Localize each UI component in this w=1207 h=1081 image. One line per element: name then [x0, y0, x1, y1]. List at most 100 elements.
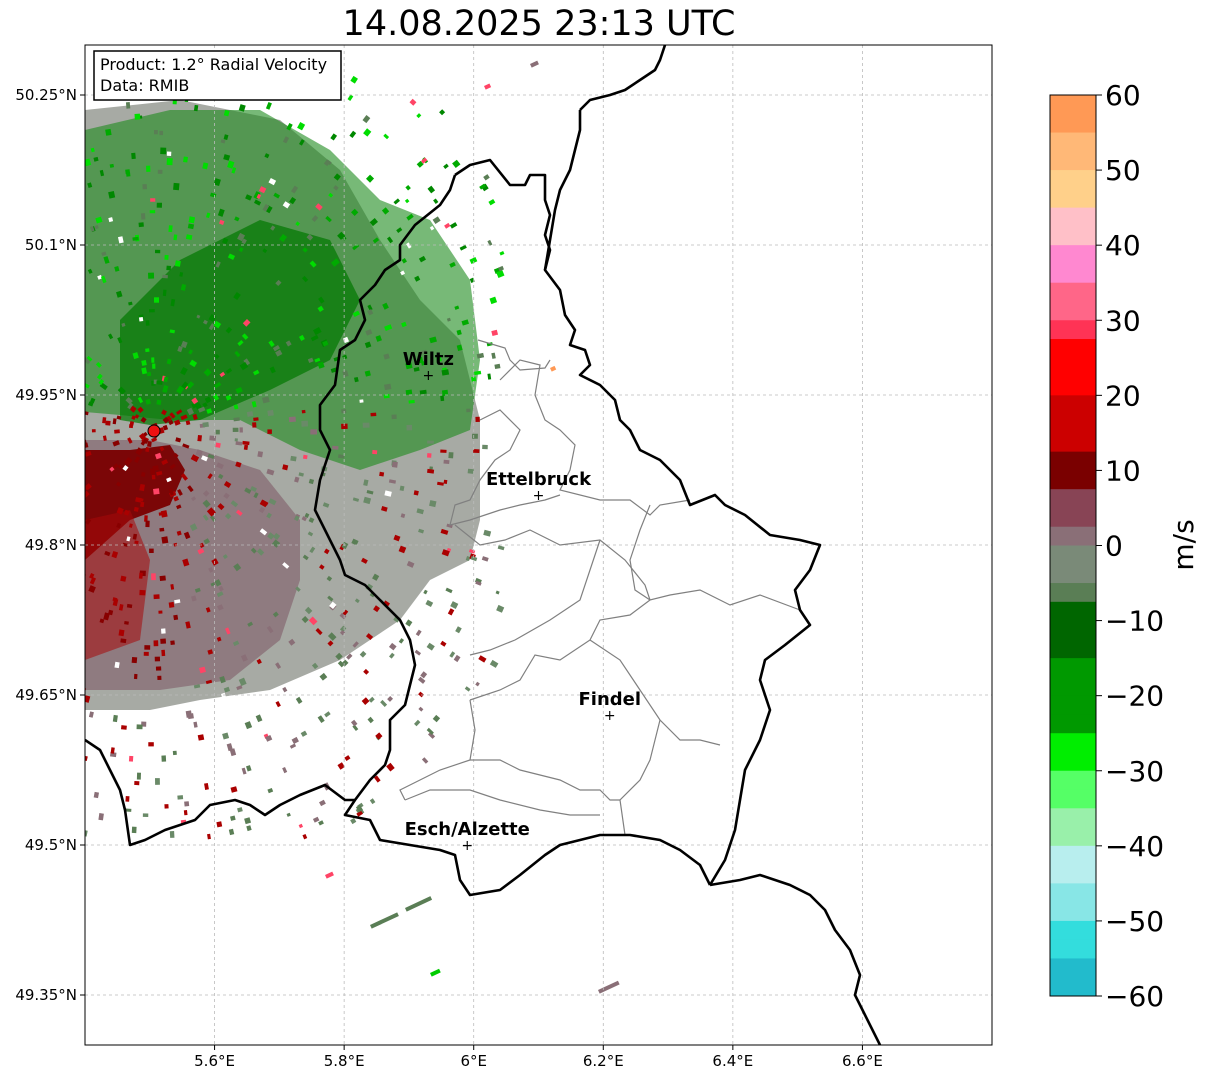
- velocity-pixel: [443, 479, 448, 485]
- velocity-pixel: [332, 445, 339, 450]
- velocity-pixel: [121, 322, 126, 327]
- velocity-pixel: [152, 363, 156, 369]
- velocity-pixel: [170, 640, 175, 645]
- velocity-pixel: [310, 334, 319, 342]
- city-marker-icon: +: [461, 838, 473, 854]
- velocity-pixel: [440, 640, 447, 647]
- colorbar-segment: [1050, 601, 1096, 622]
- velocity-pixel: [483, 174, 490, 181]
- velocity-pixel: [203, 319, 208, 325]
- city-labels: +Wiltz+Ettelbruck+Findel+Esch/Alzette: [403, 349, 641, 854]
- velocity-pixel: [448, 452, 454, 459]
- velocity-pixel: [268, 340, 275, 348]
- velocity-pixel: [183, 531, 191, 540]
- velocity-pixel: [365, 633, 374, 641]
- velocity-pixel: [389, 652, 395, 659]
- colorbar-segment: [1050, 470, 1096, 490]
- velocity-pixel: [87, 182, 93, 189]
- velocity-pixel: [275, 349, 283, 357]
- velocity-pixel: [188, 349, 193, 355]
- velocity-pixel: [151, 474, 156, 480]
- velocity-pixel: [146, 371, 152, 377]
- velocity-pixel: [153, 640, 159, 647]
- velocity-pixel: [496, 269, 505, 278]
- velocity-pixel: [315, 203, 323, 211]
- velocity-pixel: [425, 599, 434, 608]
- velocity-pixel: [117, 386, 126, 395]
- velocity-pixel: [238, 247, 244, 253]
- velocity-pixel: [131, 415, 136, 421]
- velocity-pixel: [186, 381, 195, 389]
- velocity-pixel: [98, 813, 104, 821]
- city-marker-icon: +: [422, 368, 434, 384]
- velocity-pixel: [393, 198, 400, 205]
- velocity-pixel: [217, 604, 224, 611]
- colorbar-segment: [1050, 864, 1096, 884]
- lat-tick-label: 49.5°N: [25, 836, 77, 854]
- velocity-pixel: [161, 755, 167, 762]
- velocity-pixel: [125, 396, 133, 405]
- velocity-pixel: [400, 513, 406, 518]
- velocity-pixel: [235, 386, 243, 394]
- velocity-pixel: [352, 310, 360, 318]
- velocity-pixel: [445, 587, 453, 594]
- city-ettelbruck: +Ettelbruck: [486, 469, 592, 504]
- velocity-pixel: [218, 219, 225, 225]
- velocity-pixel: [491, 352, 496, 359]
- velocity-pixel: [217, 503, 225, 511]
- velocity-pixel: [87, 268, 93, 274]
- colorbar-segment: [1050, 902, 1096, 922]
- velocity-pixel: [207, 473, 213, 480]
- velocity-pixel: [225, 368, 233, 374]
- velocity-pixel: [205, 679, 213, 685]
- velocity-pixel: [342, 609, 349, 616]
- info-product: Product: 1.2° Radial Velocity: [100, 55, 327, 74]
- colorbar-segment: [1050, 507, 1096, 528]
- velocity-pixel: [150, 198, 156, 202]
- lat-tick-label: 49.65°N: [15, 686, 77, 704]
- velocity-pixel: [335, 652, 343, 661]
- velocity-pixel: [282, 562, 290, 569]
- velocity-pixel: [194, 587, 201, 593]
- velocity-pixel: [164, 254, 169, 260]
- velocity-pixel: [440, 528, 449, 535]
- velocity-pixel: [384, 324, 393, 331]
- velocity-pixel: [137, 406, 144, 413]
- velocity-pixel: [363, 668, 370, 675]
- velocity-pixel: [235, 509, 243, 516]
- velocity-pixel: [257, 451, 264, 458]
- velocity-pixel: [439, 109, 446, 116]
- velocity-pixel: [304, 512, 310, 519]
- velocity-pixel: [112, 418, 117, 425]
- velocity-pixel: [134, 414, 140, 419]
- velocity-pixel: [298, 823, 303, 829]
- velocity-pixel: [142, 438, 149, 445]
- velocity-pixel: [302, 554, 309, 561]
- velocity-pixel: [366, 490, 374, 495]
- velocity-pixel: [286, 123, 293, 131]
- velocity-pixel: [168, 488, 174, 496]
- velocity-pixel: [95, 216, 103, 224]
- velocity-pixel: [253, 492, 259, 499]
- colorbar-tick-label: −60: [1105, 980, 1164, 1013]
- velocity-pixel: [266, 512, 272, 519]
- velocity-pixel: [142, 184, 147, 190]
- country-borders: [85, 45, 882, 1045]
- velocity-pixel: [234, 216, 240, 222]
- velocity-pixel: [176, 409, 183, 415]
- velocity-pixel: [236, 685, 243, 691]
- velocity-pixel: [94, 225, 99, 230]
- velocity-pixel: [530, 60, 539, 68]
- velocity-pixel: [413, 366, 420, 372]
- velocity-pixel: [130, 405, 137, 412]
- velocity-pixel: [418, 691, 424, 698]
- velocity-pixel: [369, 592, 375, 598]
- velocity-pixel: [302, 454, 308, 460]
- velocity-pixel: [244, 721, 253, 730]
- velocity-pixel: [180, 366, 188, 376]
- velocity-pixel: [427, 440, 434, 444]
- velocity-pixel: [365, 329, 373, 336]
- colorbar-segment: [1050, 827, 1096, 847]
- velocity-pixel: [233, 417, 240, 422]
- velocity-pixel: [163, 376, 169, 383]
